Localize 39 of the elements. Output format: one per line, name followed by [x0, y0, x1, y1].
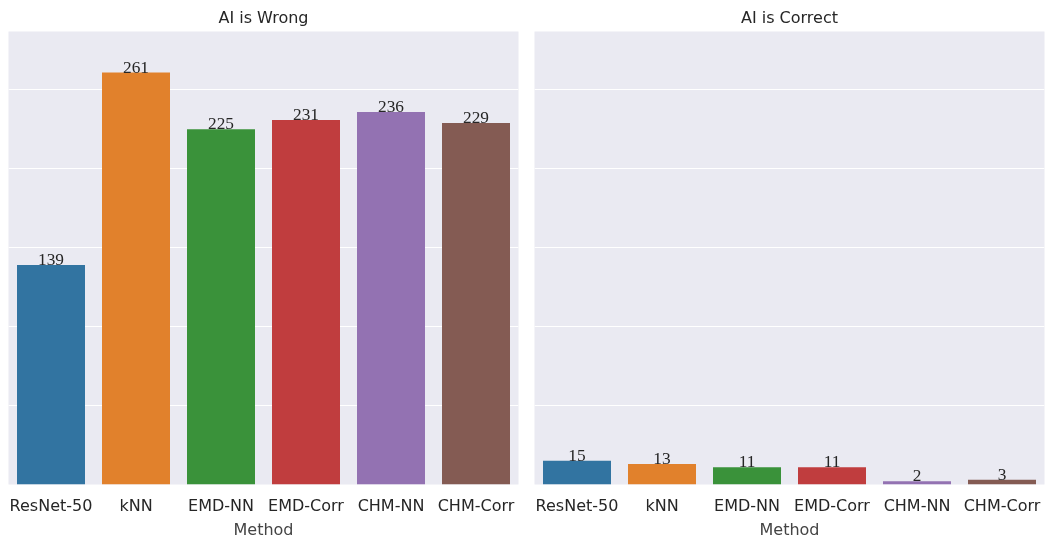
x-tick-label: ResNet-50: [535, 495, 619, 515]
x-tick-label: CHM-Corr: [963, 495, 1041, 515]
data-label: 13: [653, 448, 671, 468]
x-tick-label: CHM-NN: [357, 495, 425, 515]
x-tick-label: EMD-Corr: [268, 495, 345, 515]
data-label: 139: [38, 250, 64, 270]
bar: [713, 467, 781, 485]
chart-title: AI is Wrong: [218, 7, 309, 27]
x-tick-label: ResNet-50: [9, 495, 93, 515]
bar: [883, 481, 951, 485]
bar: [187, 129, 255, 485]
bar: [442, 123, 510, 485]
x-tick-label: EMD-NN: [714, 495, 780, 515]
x-tick-label: CHM-Corr: [437, 495, 515, 515]
data-label: 2: [912, 466, 922, 486]
bar: [272, 119, 340, 485]
bar: [102, 72, 170, 485]
data-label: 3: [997, 464, 1007, 484]
bar: [357, 112, 425, 485]
bar: [17, 265, 85, 485]
x-tick-label: kNN: [119, 495, 153, 515]
x-axis-title: Method: [233, 519, 294, 539]
data-label: 225: [208, 114, 234, 134]
data-label: 15: [568, 445, 586, 465]
x-tick-label: EMD-NN: [188, 495, 254, 515]
x-tick-label: CHM-NN: [883, 495, 951, 515]
data-label: 11: [738, 452, 756, 472]
data-label: 229: [463, 108, 489, 128]
data-label: 11: [823, 452, 841, 472]
x-axis-title: Method: [759, 519, 820, 539]
data-label: 261: [123, 57, 149, 77]
chart-title: AI is Correct: [740, 7, 839, 27]
bar: [628, 463, 696, 485]
bar: [798, 467, 866, 485]
x-tick-label: kNN: [645, 495, 679, 515]
x-tick-label: EMD-Corr: [794, 495, 871, 515]
data-label: 236: [378, 97, 405, 116]
data-label: 231: [293, 104, 319, 124]
bar: [543, 460, 611, 485]
